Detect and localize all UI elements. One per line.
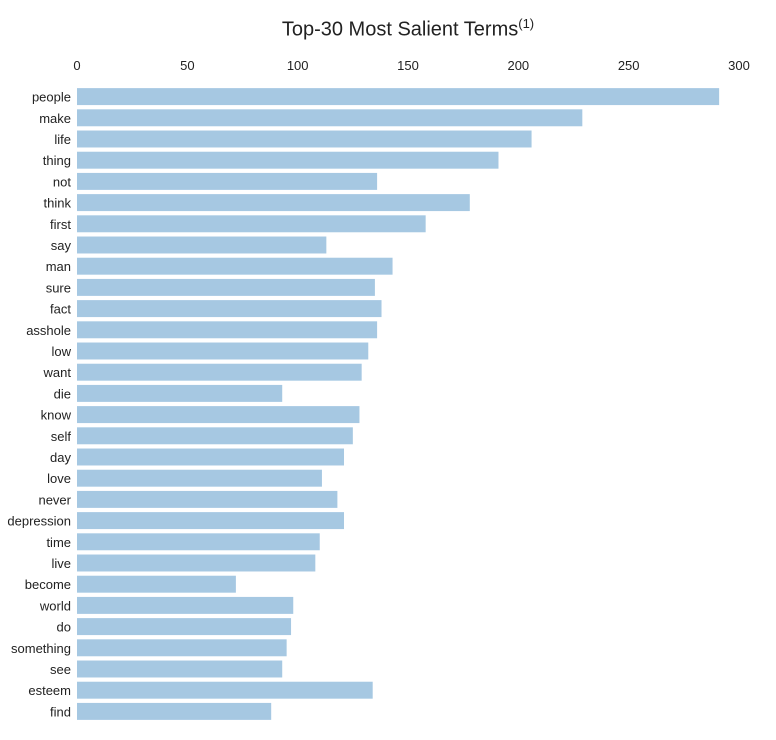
bar: [77, 660, 283, 678]
x-tick-label: 150: [397, 58, 419, 73]
bar: [77, 596, 294, 614]
bar: [77, 639, 287, 657]
x-tick-label: 0: [73, 58, 80, 73]
category-label: depression: [7, 514, 71, 529]
category-label: know: [41, 408, 72, 423]
bar: [77, 194, 470, 212]
category-label: love: [47, 471, 71, 486]
bar: [77, 384, 283, 402]
category-label: world: [39, 598, 71, 613]
bar: [77, 448, 345, 466]
category-label: find: [50, 704, 71, 719]
category-label: want: [43, 365, 72, 380]
bar: [77, 618, 292, 636]
category-label: say: [51, 238, 72, 253]
bar: [77, 342, 369, 360]
bar: [77, 702, 272, 720]
chart-title-text: Top-30 Most Salient Terms: [281, 18, 519, 41]
bar: [77, 321, 378, 339]
bar: [77, 512, 345, 530]
category-label: fact: [50, 302, 71, 317]
bar: [77, 278, 375, 296]
bar: [77, 681, 373, 699]
chart-title: Top-30 Most Salient Terms(1): [0, 16, 776, 42]
bar: [77, 300, 382, 318]
x-tick-label: 50: [180, 58, 194, 73]
category-label: not: [53, 174, 71, 189]
category-label: sure: [46, 280, 71, 295]
x-tick-label: 250: [618, 58, 640, 73]
bar: [77, 406, 360, 424]
bar: [77, 88, 720, 106]
category-label: thing: [43, 153, 71, 168]
bar: [77, 575, 236, 593]
category-label: self: [51, 429, 72, 444]
category-label: something: [11, 641, 71, 656]
bar: [77, 172, 378, 190]
bar: [77, 130, 532, 148]
bars: [77, 88, 720, 720]
bar: [77, 215, 426, 233]
category-label: low: [51, 344, 71, 359]
bar: [77, 469, 322, 487]
bar: [77, 490, 338, 508]
bar: [77, 554, 316, 572]
category-label: life: [54, 132, 71, 147]
category-label: people: [32, 90, 71, 105]
y-axis: people make life thing not think first say man su…: [7, 90, 71, 720]
bar: [77, 109, 583, 127]
x-tick-label: 300: [728, 58, 750, 73]
x-tick-label: 200: [507, 58, 529, 73]
category-label: first: [50, 217, 71, 232]
x-axis: 0 50 100 150 200 250 300: [73, 58, 749, 73]
category-label: die: [54, 386, 71, 401]
category-label: asshole: [26, 323, 71, 338]
category-label: esteem: [28, 683, 71, 698]
x-tick-label: 100: [287, 58, 309, 73]
bar: [77, 427, 353, 445]
category-label: live: [51, 556, 71, 571]
category-label: never: [38, 492, 71, 507]
category-label: think: [44, 196, 72, 211]
category-label: do: [57, 620, 71, 635]
category-label: make: [39, 111, 71, 126]
chart-title-superscript: (1): [518, 16, 535, 31]
bar: [77, 151, 499, 169]
bar: [77, 363, 362, 381]
bar: [77, 257, 393, 275]
bar: [77, 533, 320, 551]
category-label: time: [46, 535, 71, 550]
category-label: become: [25, 577, 71, 592]
category-label: day: [50, 450, 71, 465]
bar: [77, 236, 327, 254]
category-label: see: [50, 662, 71, 677]
category-label: man: [46, 259, 71, 274]
